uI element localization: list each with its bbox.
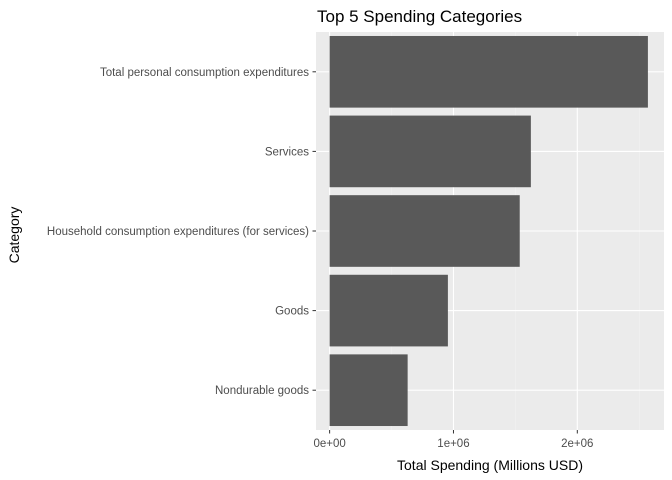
x-tick-label: 0e+00 <box>313 438 345 450</box>
y-tick-label: Nondurable goods <box>215 385 309 397</box>
x-tick-label: 2e+06 <box>561 438 593 450</box>
x-axis-title: Total Spending (Millions USD) <box>397 457 583 473</box>
chart-title: Top 5 Spending Categories <box>317 7 522 26</box>
y-tick-label: Goods <box>275 306 309 318</box>
y-axis: Total personal consumption expenditures S… <box>47 67 316 397</box>
bar <box>329 354 408 427</box>
bar <box>329 195 520 267</box>
y-axis-title: Category <box>6 207 22 264</box>
y-tick-label: Household consumption expenditures (for … <box>47 226 309 238</box>
bar <box>329 35 648 108</box>
x-axis: 0e+00 1e+06 2e+06 <box>313 430 593 450</box>
y-tick-label: Services <box>265 146 309 158</box>
y-tick-label: Total personal consumption expenditures <box>100 67 309 79</box>
bars <box>329 35 648 427</box>
bar <box>329 115 531 188</box>
x-tick-label: 1e+06 <box>437 438 469 450</box>
bar <box>329 274 448 347</box>
